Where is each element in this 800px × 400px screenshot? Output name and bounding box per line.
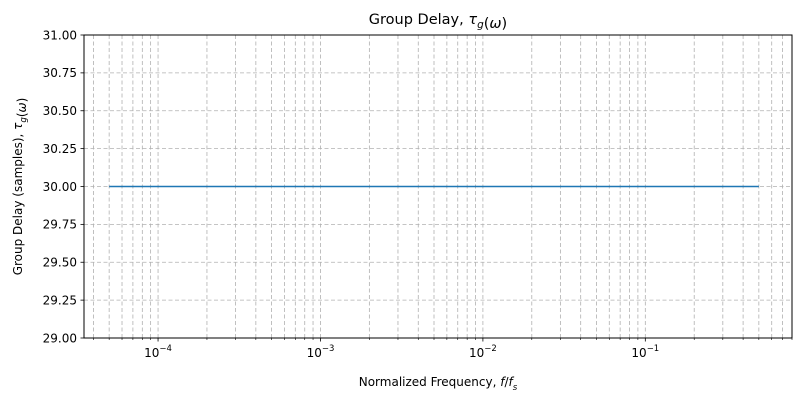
x-tick-label: 10−3 [307,344,335,360]
y-tick-label: 30.25 [43,142,77,156]
x-tick-label: 10−1 [631,344,659,360]
x-axis-title: Normalized Frequency, f/fs [359,375,518,393]
y-tick-label: 29.00 [43,331,77,345]
y-tick-label: 30.00 [43,180,77,194]
y-tick-label: 30.75 [43,66,77,80]
y-tick-label: 29.25 [43,293,77,307]
x-axis-ticks: 10−4 10−3 10−2 10−1 [93,338,793,360]
y-axis-ticks: 29.00 29.25 29.50 29.75 30.00 30.25 30.50 30.75… [43,28,84,345]
chart-title: Group Delay, τg(ω) [369,12,507,32]
y-tick-label: 29.50 [43,256,77,270]
x-tick-label: 10−2 [469,344,497,360]
y-axis-title: Group Delay (samples), τg(ω) [11,98,29,276]
x-tick-label: 10−4 [144,344,172,360]
y-tick-label: 31.00 [43,28,77,42]
y-tick-label: 30.50 [43,104,77,118]
y-tick-label: 29.75 [43,218,77,232]
